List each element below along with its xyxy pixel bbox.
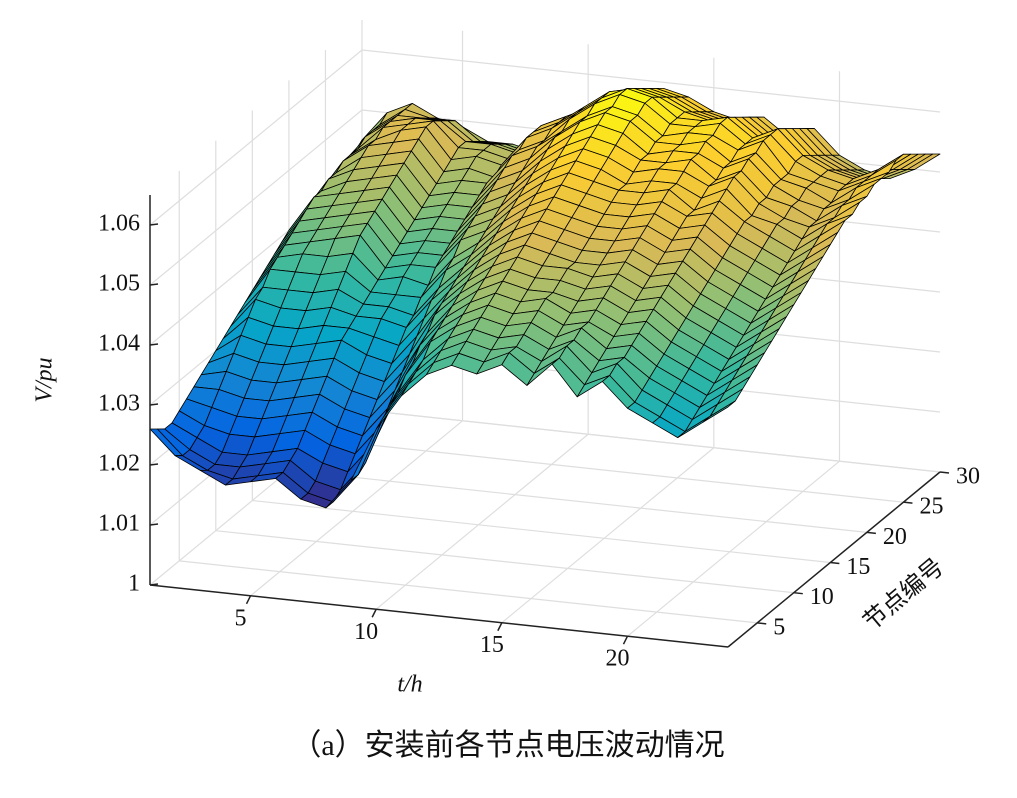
z-tick — [149, 523, 159, 526]
x-axis-line — [149, 584, 729, 648]
y-tick — [757, 622, 767, 625]
y-axis-label: 节点编号 — [858, 553, 949, 635]
x-axis-label: t/h — [397, 672, 422, 698]
y-tick — [866, 531, 876, 535]
grid-line — [361, 409, 941, 473]
z-tick — [149, 343, 159, 346]
y-tick — [903, 501, 913, 504]
z-tick — [149, 463, 159, 466]
y-tick — [830, 561, 840, 565]
z-tick-label: 1.06 — [98, 211, 140, 237]
z-tick-label: 1.04 — [98, 331, 140, 357]
y-tick — [939, 471, 950, 474]
grid-line — [288, 469, 867, 533]
caption: （a）安装前各节点电压波动情况 — [291, 729, 724, 762]
y-tick-label: 10 — [810, 584, 834, 610]
x-tick-label: 15 — [480, 632, 504, 658]
grid-line — [361, 49, 941, 113]
y-tick-label: 30 — [956, 464, 980, 490]
z-tick-label: 1.03 — [98, 391, 140, 417]
z-tick-label: 1.02 — [98, 451, 140, 477]
x-tick-label: 5 — [235, 605, 247, 631]
grid-line — [215, 530, 794, 594]
z-tick-label: 1.01 — [98, 511, 140, 537]
z-axis-label: V/pu — [32, 357, 58, 402]
x-tick — [245, 595, 252, 605]
y-tick — [793, 591, 803, 595]
y-tick-label: 5 — [773, 614, 785, 640]
y-tick-label: 15 — [846, 554, 870, 580]
grid-line — [149, 49, 363, 226]
x-tick-label: 10 — [354, 619, 378, 645]
grid-line — [501, 447, 715, 624]
x-tick — [371, 608, 377, 618]
grid-line — [179, 560, 758, 624]
z-tick — [149, 403, 159, 406]
x-tick — [497, 622, 503, 632]
z-tick-label: 1 — [128, 571, 140, 597]
y-tick-label: 20 — [883, 524, 907, 550]
grid-line — [375, 433, 589, 610]
grid-line — [325, 439, 904, 503]
z-tick — [149, 283, 159, 286]
grid-line — [627, 460, 840, 637]
surface — [149, 87, 941, 509]
axes: 5 10 15 20 5 10 15 20 25 30 1 1.01 1.02 1.03 1.04 1.05 1… — [98, 195, 980, 672]
grid-line — [252, 499, 831, 564]
z-tick-label: 1.05 — [98, 271, 140, 297]
grid-line — [250, 420, 463, 597]
grid-line — [149, 109, 363, 286]
surface-patch — [702, 400, 736, 423]
x-tick — [622, 635, 629, 645]
y-tick-label: 25 — [919, 494, 943, 520]
y-axis-line — [727, 471, 941, 648]
z-tick — [149, 583, 159, 586]
z-tick — [149, 223, 159, 226]
x-tick-label: 20 — [605, 646, 629, 672]
